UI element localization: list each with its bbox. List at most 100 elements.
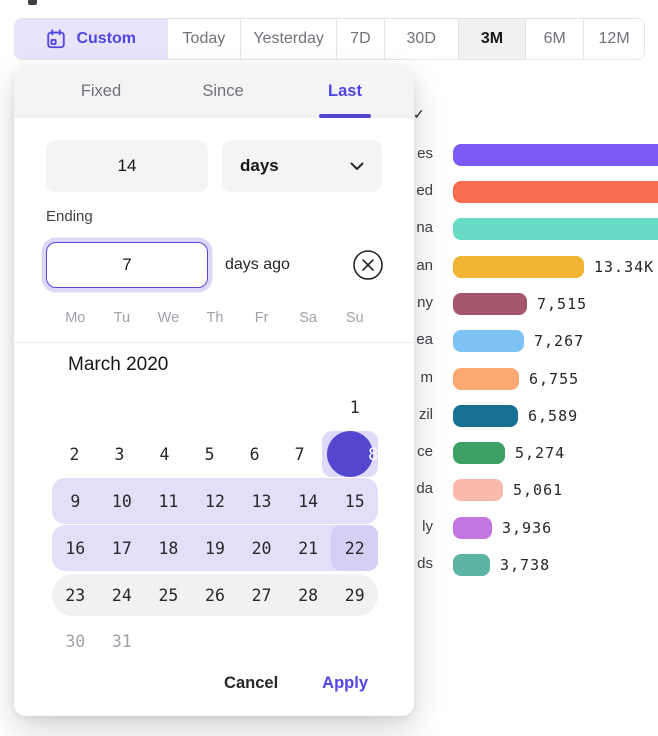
calendar-day-number: 13	[251, 491, 272, 511]
clear-button[interactable]	[352, 249, 384, 281]
month-title: March 2020	[68, 354, 169, 375]
interval-unit-value: days	[240, 156, 279, 175]
calendar-day[interactable]: 16	[52, 525, 99, 571]
bar[interactable]	[453, 479, 503, 501]
tab-since[interactable]: Since	[162, 66, 284, 117]
calendar-day[interactable]: 7	[277, 431, 322, 477]
range-button-30d[interactable]: 30D	[383, 19, 458, 59]
calendar-day-number: 9	[70, 491, 81, 511]
bar-label-fragment: ed	[416, 182, 433, 199]
calendar-day[interactable]: 10	[99, 478, 146, 524]
bar[interactable]	[453, 144, 658, 166]
calendar-day[interactable]: 6	[232, 431, 277, 477]
calendar-day-number: 28	[298, 585, 319, 605]
calendar-day-number: 17	[111, 538, 132, 558]
range-button-12m[interactable]: 12M	[583, 19, 644, 59]
calendar-week-row: 2 3 4 5 6 7 8	[52, 431, 378, 477]
interval-unit-select[interactable]: days	[222, 140, 382, 192]
bar[interactable]	[453, 330, 524, 352]
calendar-day[interactable]: 19	[192, 525, 239, 571]
bar-value: 7,267	[534, 332, 585, 350]
calendar-day-number: 29	[344, 585, 365, 605]
bar[interactable]	[453, 442, 505, 464]
calendar-day[interactable]: 29	[331, 574, 378, 616]
bar-label-fragment: m	[420, 369, 434, 386]
bar-label-fragment: es	[417, 145, 433, 162]
range-button-7d[interactable]: 7D	[335, 19, 384, 59]
ending-days-ago-input[interactable]	[46, 242, 208, 288]
bar[interactable]	[453, 293, 527, 315]
calendar-day[interactable]: 31	[99, 618, 146, 664]
calendar-day-number: 20	[251, 538, 272, 558]
weekday-label: Fr	[254, 310, 269, 326]
bar[interactable]	[453, 405, 518, 427]
background-checkmark-fragment: ✓	[413, 106, 425, 122]
bar-value: 3,936	[502, 519, 553, 537]
calendar-day[interactable]: 11	[145, 478, 192, 524]
calendar-day[interactable]: 3	[97, 431, 142, 477]
calendar-day-number: 5	[204, 444, 215, 464]
calendar-week-row: 1	[52, 384, 378, 430]
calendar-day-number: 12	[205, 491, 225, 511]
range-button-3m[interactable]: 3M	[457, 19, 526, 59]
chart-row: m 6,755	[0, 368, 658, 390]
cancel-button[interactable]: Cancel	[224, 673, 279, 692]
calendar-week-row: 9 10 11 12 13 14 15	[52, 478, 378, 524]
range-button-6m[interactable]: 6M	[525, 19, 583, 59]
calendar-empty-cell	[145, 384, 192, 430]
calendar-day[interactable]: 23	[52, 574, 99, 616]
chart-row: ea 7,267	[0, 330, 658, 352]
bar-label-fragment: an	[416, 257, 433, 274]
calendar-day[interactable]: 26	[192, 574, 239, 616]
calendar-week-row: 30 31	[52, 618, 378, 664]
bar-label-fragment: zil	[418, 406, 433, 423]
calendar-day[interactable]: 30	[52, 618, 99, 664]
calendar-day[interactable]: 13	[238, 478, 285, 524]
range-button-yesterday[interactable]: Yesterday	[240, 19, 336, 59]
weekday-label: Th	[206, 310, 224, 326]
calendar-day[interactable]: 20	[238, 525, 285, 571]
calendar-week-row: 16 17 18 19 20 21 22	[52, 525, 378, 571]
bar[interactable]	[453, 517, 492, 539]
calendar-day[interactable]: 28	[285, 574, 332, 616]
calendar-day[interactable]: 24	[99, 574, 146, 616]
bar[interactable]	[453, 218, 658, 240]
calendar-day[interactable]: 5	[187, 431, 232, 477]
bar-label-fragment: ce	[417, 443, 433, 460]
apply-button[interactable]: Apply	[322, 673, 368, 692]
range-button-custom[interactable]: Custom	[15, 19, 167, 59]
ending-label: Ending	[46, 208, 93, 225]
calendar-day[interactable]: 22	[331, 525, 378, 571]
panel-actions: Cancel Apply	[224, 666, 368, 700]
calendar-day[interactable]: 15	[331, 478, 378, 524]
divider	[14, 342, 414, 343]
calendar-day-number: 1	[349, 397, 360, 417]
calendar-empty-cell	[192, 384, 239, 430]
calendar-day[interactable]: 12	[192, 478, 239, 524]
calendar-day[interactable]: 18	[145, 525, 192, 571]
calendar-day[interactable]: 14	[285, 478, 332, 524]
calendar-day[interactable]: 1	[331, 384, 378, 430]
range-button-label: 7D	[350, 30, 371, 47]
bar[interactable]	[453, 181, 658, 203]
calendar-empty-cell	[99, 384, 146, 430]
calendar-day-number: 18	[158, 538, 179, 558]
bar[interactable]	[453, 368, 519, 390]
range-button-today[interactable]: Today	[166, 19, 241, 59]
calendar-day[interactable]: 9	[52, 478, 99, 524]
calendar-day[interactable]: 27	[238, 574, 285, 616]
bar[interactable]	[453, 256, 584, 278]
calendar-day[interactable]: 17	[99, 525, 146, 571]
tab-last[interactable]: Last	[284, 66, 406, 117]
chevron-down-icon	[350, 162, 364, 171]
bar[interactable]	[453, 554, 490, 576]
calendar-day[interactable]: 21	[285, 525, 332, 571]
calendar-day[interactable]: 4	[142, 431, 187, 477]
calendar-day-selected[interactable]: 8	[322, 431, 378, 477]
interval-count-input[interactable]	[46, 140, 208, 192]
calendar-day-number: 26	[205, 585, 225, 605]
calendar-day[interactable]: 2	[52, 431, 97, 477]
calendar-day-number: 19	[205, 538, 225, 558]
calendar-day[interactable]: 25	[145, 574, 192, 616]
tab-fixed[interactable]: Fixed	[40, 66, 162, 117]
